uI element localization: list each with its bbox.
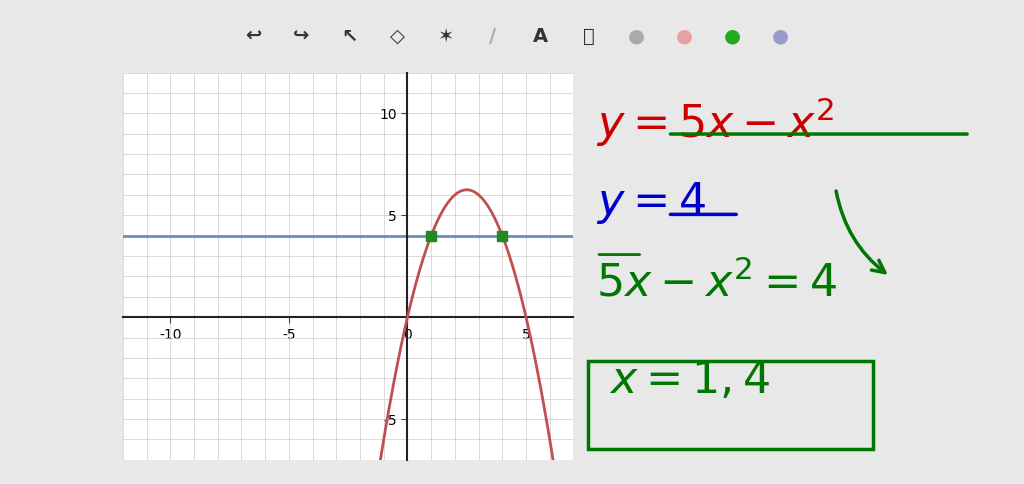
Text: ●: ●: [724, 27, 740, 46]
Text: $x=1, 4$: $x=1, 4$: [609, 359, 770, 402]
Text: ↪: ↪: [293, 27, 309, 46]
Text: ↖: ↖: [341, 27, 357, 46]
Text: ●: ●: [771, 27, 788, 46]
Text: ⛾: ⛾: [583, 27, 594, 46]
Text: ✶: ✶: [437, 27, 453, 46]
Text: ●: ●: [676, 27, 693, 46]
Text: A: A: [534, 27, 548, 46]
Text: /: /: [489, 27, 497, 46]
Text: $5x-x^2=4$: $5x-x^2=4$: [596, 260, 838, 305]
Text: ↩: ↩: [246, 27, 261, 46]
Text: $y=5x-x^2$: $y=5x-x^2$: [596, 96, 835, 150]
Text: $y=4$: $y=4$: [596, 180, 707, 226]
Text: ◇: ◇: [389, 27, 404, 46]
Text: ●: ●: [628, 27, 645, 46]
